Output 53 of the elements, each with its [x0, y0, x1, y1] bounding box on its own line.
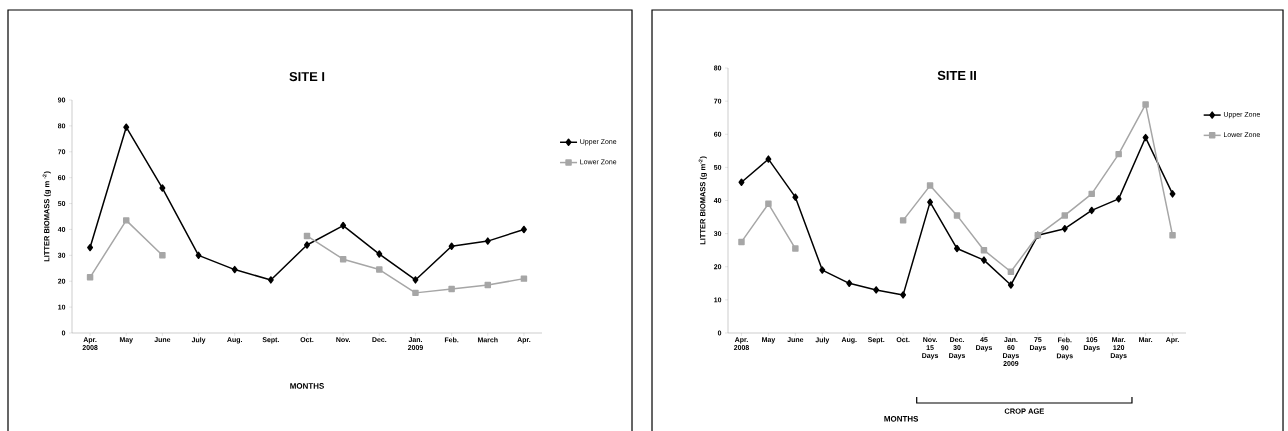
point: [159, 252, 166, 259]
point: [738, 238, 745, 246]
point: [738, 178, 745, 187]
point: [1088, 206, 1095, 215]
point: [339, 255, 347, 263]
point: [123, 123, 130, 131]
point: [412, 289, 419, 297]
point: [484, 281, 492, 289]
point: [765, 200, 772, 208]
point: [412, 276, 419, 284]
point: [900, 291, 907, 299]
point: [765, 155, 772, 163]
point: [1169, 190, 1176, 198]
point: [484, 237, 491, 245]
point: [195, 251, 202, 260]
point: [1007, 268, 1015, 275]
point: [953, 212, 961, 219]
point: [159, 184, 166, 192]
point: [846, 279, 853, 288]
point: [267, 276, 274, 284]
point: [792, 245, 799, 252]
point: [448, 285, 455, 293]
point: [927, 198, 934, 206]
point: [873, 286, 880, 294]
point: [376, 250, 383, 258]
point: [819, 266, 826, 274]
point: [1088, 190, 1095, 198]
point: [448, 242, 455, 251]
point: [1115, 195, 1122, 203]
point: [1142, 101, 1149, 108]
point: [926, 182, 934, 189]
point: [376, 266, 383, 273]
point: [980, 256, 987, 264]
point: [1169, 232, 1176, 239]
point: [792, 193, 799, 201]
point: [1061, 212, 1069, 219]
point: [520, 225, 527, 234]
point: [122, 217, 130, 224]
chart-title: SITE II: [937, 70, 976, 81]
point: [304, 241, 310, 249]
point: [1142, 133, 1149, 142]
point: [303, 232, 311, 240]
chart-title: SITE I: [289, 72, 325, 82]
point: [1061, 224, 1068, 233]
point: [231, 265, 238, 274]
point: [87, 243, 94, 252]
point: [520, 275, 528, 282]
point: [899, 217, 907, 224]
point: [980, 246, 988, 254]
point: [1007, 281, 1014, 289]
point: [340, 221, 347, 230]
point: [86, 274, 94, 281]
point: [1115, 150, 1122, 158]
